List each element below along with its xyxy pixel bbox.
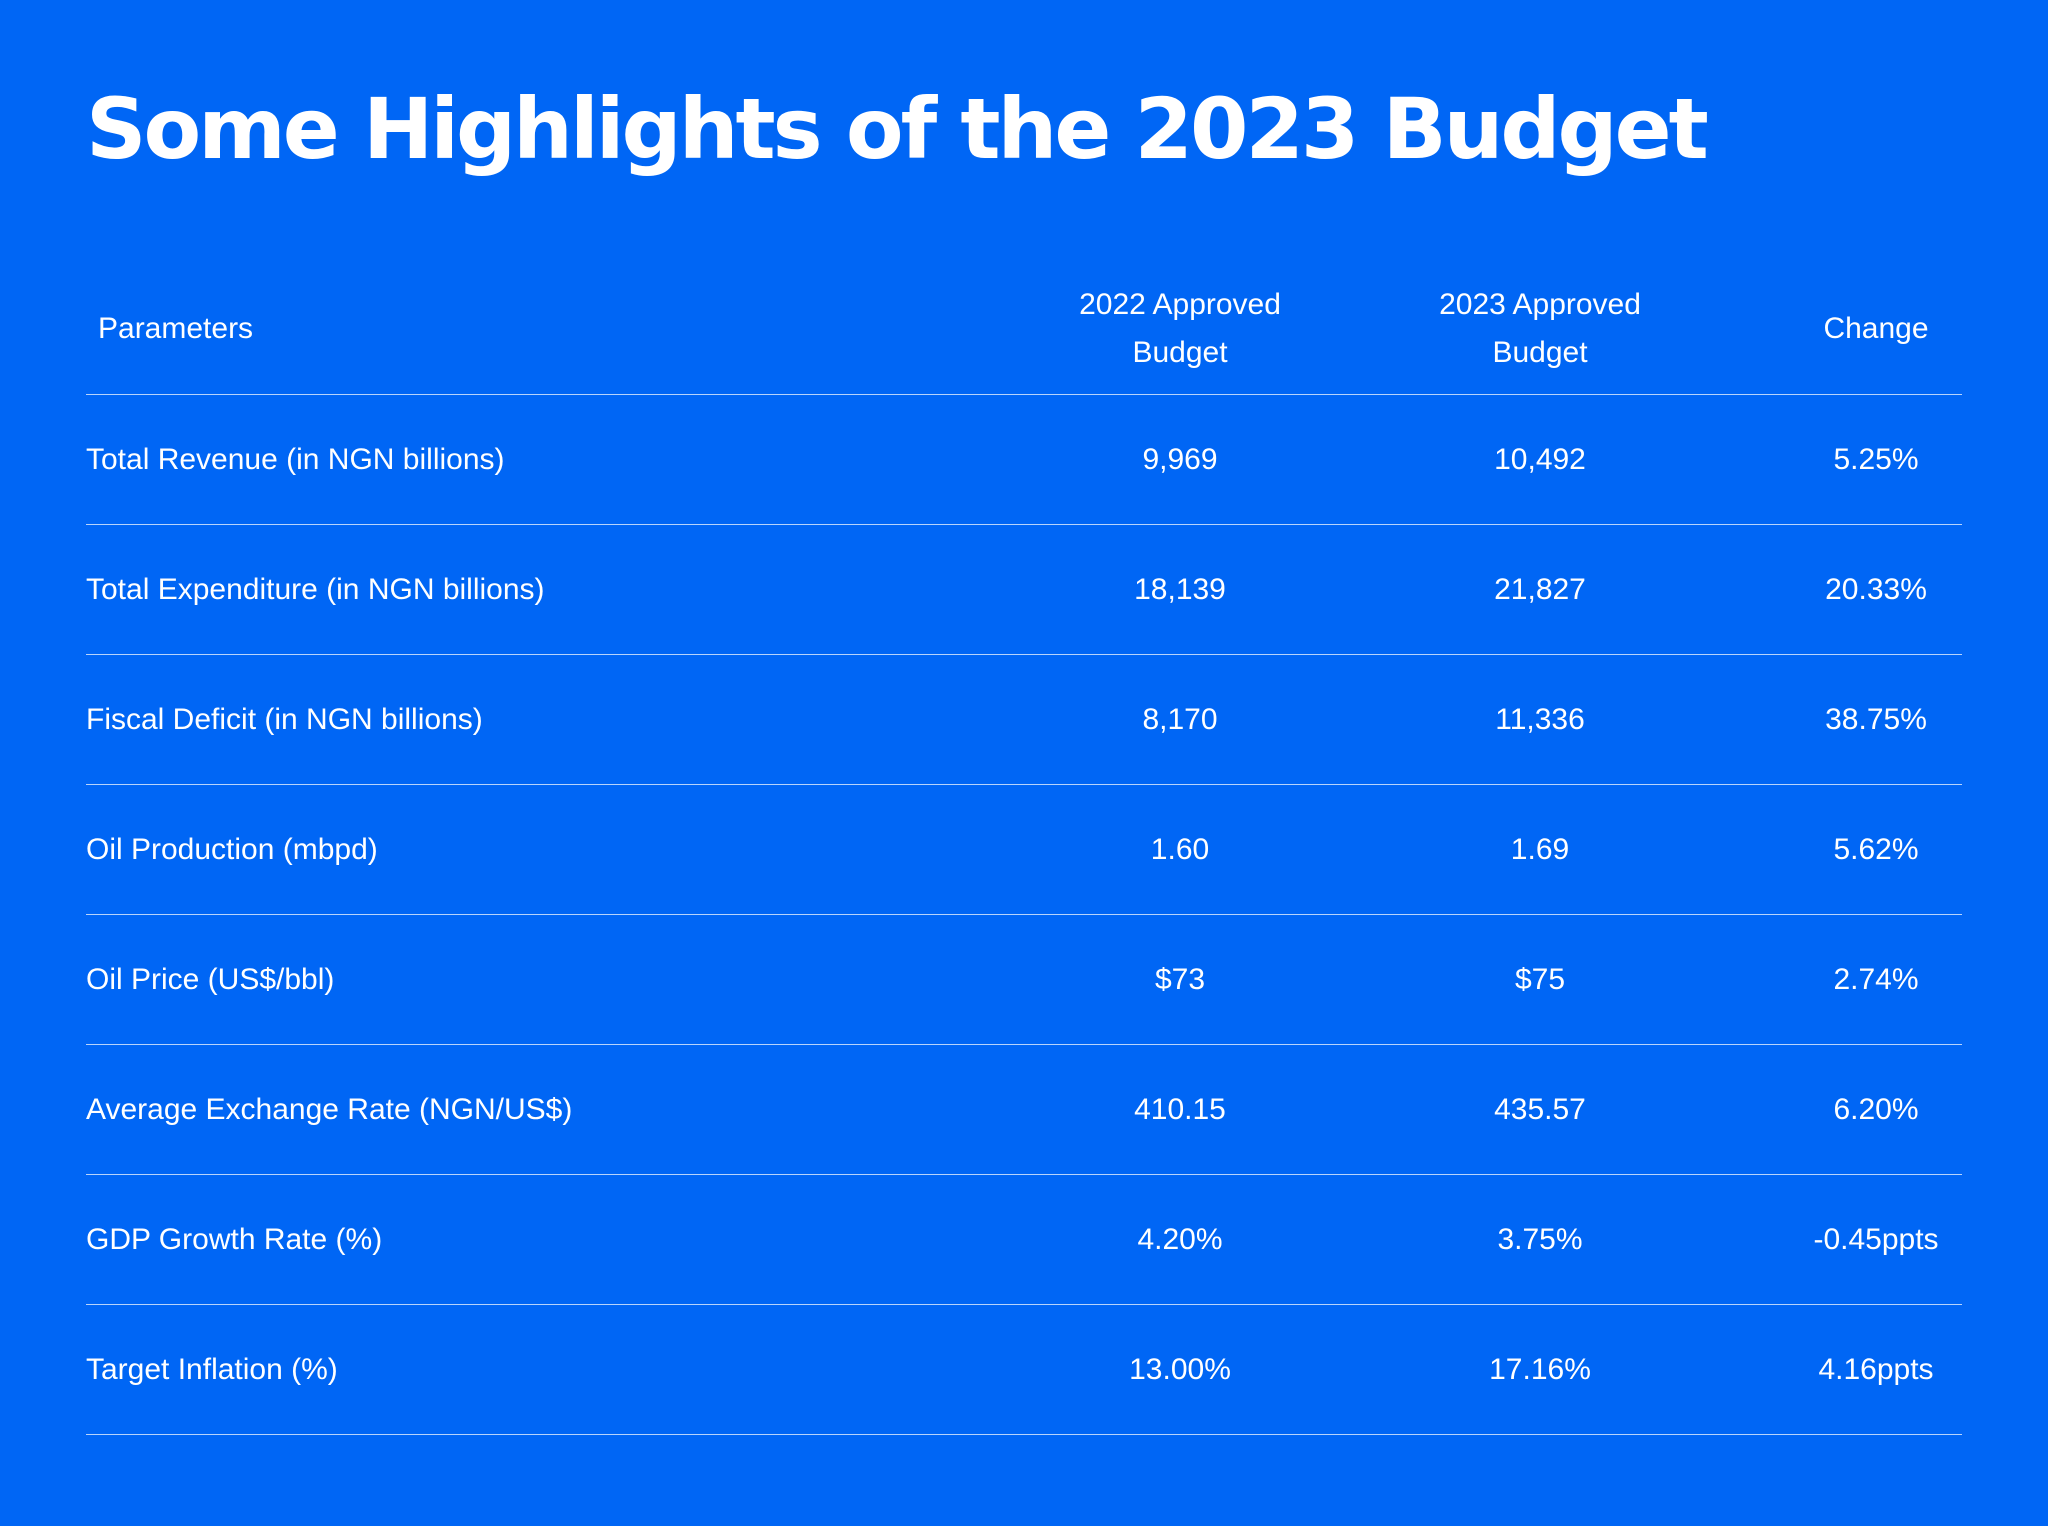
budget-2022-cell: 13.00% [1129, 1352, 1231, 1386]
table-row: Average Exchange Rate (NGN/US$) 410.15 4… [86, 1045, 1962, 1175]
parameter-cell: Total Expenditure (in NGN billions) [86, 572, 545, 606]
budget-2023-cell: 1.69 [1510, 832, 1570, 866]
budget-2023-cell: $75 [1514, 962, 1566, 996]
budget-2023-cell: 10,492 [1494, 442, 1586, 476]
budget-2023-cell: 21,827 [1494, 572, 1586, 606]
header-2023-budget: 2023 Approved Budget [1370, 263, 1710, 394]
budget-2022-cell: 1.60 [1150, 832, 1210, 866]
parameter-cell: Fiscal Deficit (in NGN billions) [86, 702, 483, 736]
parameter-cell: Oil Production (mbpd) [86, 832, 378, 866]
table-row: Fiscal Deficit (in NGN billions) 8,170 1… [86, 655, 1962, 785]
header-parameters-label: Parameters [98, 311, 254, 345]
budget-2023-cell: 435.57 [1494, 1092, 1586, 1126]
change-cell: 5.62% [1833, 832, 1919, 866]
table-row: Oil Production (mbpd) 1.60 1.69 5.62% [86, 785, 1962, 915]
change-cell: 38.75% [1825, 702, 1927, 736]
change-cell: -0.45ppts [1813, 1222, 1939, 1256]
parameter-cell: Target Inflation (%) [86, 1352, 338, 1386]
budget-2023-cell: 3.75% [1497, 1222, 1583, 1256]
table-row: GDP Growth Rate (%) 4.20% 3.75% -0.45ppt… [86, 1175, 1962, 1305]
change-cell: 2.74% [1833, 962, 1919, 996]
change-cell: 4.16ppts [1818, 1352, 1934, 1386]
table-row: Oil Price (US$/bbl) $73 $75 2.74% [86, 915, 1962, 1045]
budget-2023-cell: 17.16% [1489, 1352, 1591, 1386]
budget-2022-cell: 4.20% [1137, 1222, 1223, 1256]
table-row: Total Revenue (in NGN billions) 9,969 10… [86, 395, 1962, 525]
change-cell: 6.20% [1833, 1092, 1919, 1126]
header-2023-budget-label: 2023 Approved Budget [1439, 287, 1641, 369]
change-cell: 5.25% [1833, 442, 1919, 476]
budget-2022-cell: 8,170 [1142, 702, 1218, 736]
parameter-cell: Average Exchange Rate (NGN/US$) [86, 1092, 573, 1126]
parameter-cell: Total Revenue (in NGN billions) [86, 442, 505, 476]
budget-2023-cell: 11,336 [1495, 702, 1585, 736]
parameter-cell: GDP Growth Rate (%) [86, 1222, 383, 1256]
header-parameters: Parameters [98, 263, 998, 394]
budget-table: Parameters 2022 Approved Budget 2023 App… [86, 263, 1962, 1435]
header-change: Change [1726, 263, 2026, 394]
header-2022-budget-label: 2022 Approved Budget [1079, 287, 1281, 369]
table-row: Target Inflation (%) 13.00% 17.16% 4.16p… [86, 1305, 1962, 1435]
table-row: Total Expenditure (in NGN billions) 18,1… [86, 525, 1962, 655]
parameter-cell: Oil Price (US$/bbl) [86, 962, 335, 996]
header-2022-budget: 2022 Approved Budget [1010, 263, 1350, 394]
budget-2022-cell: $73 [1154, 962, 1206, 996]
budget-2022-cell: 9,969 [1142, 442, 1218, 476]
budget-2022-cell: 410.15 [1134, 1092, 1226, 1126]
page-title: Some Highlights of the 2023 Budget [86, 80, 1709, 178]
change-cell: 20.33% [1825, 572, 1927, 606]
budget-2022-cell: 18,139 [1134, 572, 1226, 606]
header-change-label: Change [1823, 311, 1929, 345]
table-header-row: Parameters 2022 Approved Budget 2023 App… [86, 263, 1962, 395]
